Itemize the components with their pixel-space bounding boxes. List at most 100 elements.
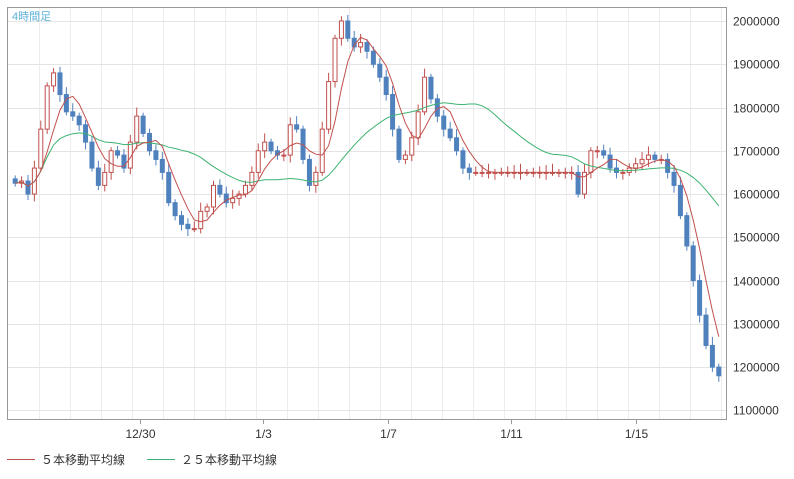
legend-item-ma5: ５本移動平均線 — [7, 451, 125, 468]
y-tick-label: 2000000 — [733, 15, 780, 29]
timeframe-label: 4時間足 — [12, 10, 51, 23]
candle-body — [217, 184, 223, 195]
ma25-line — [15, 102, 720, 207]
horizontal-grid — [8, 21, 726, 411]
x-tick-label: 1/15 — [625, 427, 649, 441]
candle-body — [287, 124, 293, 156]
candle-body — [57, 72, 63, 96]
ma5-swatch — [7, 458, 35, 460]
candle-body — [76, 115, 82, 126]
candle-body — [230, 197, 236, 204]
y-tick-label: 1300000 — [733, 318, 780, 332]
candle-body — [25, 180, 31, 195]
x-axis-ticks: 12/30 1/3 1/7 1/11 1/15 — [125, 419, 649, 441]
candle-body — [63, 94, 69, 113]
x-tick-label: 1/7 — [380, 427, 397, 441]
candle-body — [38, 128, 44, 169]
candle-body — [204, 206, 210, 212]
candle-body — [364, 42, 370, 52]
candle-body — [709, 344, 715, 368]
candle-body — [44, 85, 50, 130]
candle-body — [671, 171, 677, 186]
candle-body — [652, 154, 658, 160]
candle-body — [89, 141, 95, 169]
legend-label-ma25: ２５本移動平均線 — [181, 452, 278, 467]
candle-body — [588, 150, 594, 173]
candle-body — [677, 184, 683, 217]
candle-body — [210, 184, 216, 208]
candle-body — [51, 72, 57, 87]
candle-body — [191, 228, 197, 231]
candle-body — [466, 167, 472, 173]
candle-body — [223, 193, 229, 204]
candle-body — [422, 76, 428, 113]
candle-body — [268, 141, 274, 152]
candle-body — [402, 154, 408, 160]
candle-body — [153, 150, 159, 160]
candle-body — [620, 171, 626, 174]
candle-body — [255, 150, 261, 173]
candle-body — [198, 210, 204, 230]
candle-body — [716, 366, 722, 377]
candle-body — [703, 314, 709, 346]
candle-body — [185, 223, 191, 230]
candle-body — [486, 171, 492, 174]
candle-body — [639, 158, 645, 165]
legend-item-ma25: ２５本移動平均線 — [147, 451, 277, 468]
candle-body — [306, 158, 312, 186]
candle-body — [121, 154, 127, 169]
candle-body — [262, 141, 268, 152]
candle-body — [166, 171, 172, 204]
candle-body — [479, 171, 485, 174]
candle-body — [134, 115, 140, 143]
candle-body — [12, 178, 18, 184]
ma25-swatch — [147, 458, 176, 460]
candle-body — [383, 76, 389, 96]
candle-body — [319, 128, 325, 173]
candle-body — [409, 137, 415, 156]
y-tick-label: 1200000 — [733, 361, 780, 375]
candle-body — [575, 171, 581, 195]
candle-body — [370, 50, 376, 65]
candle-body — [115, 150, 121, 156]
y-tick-label: 1400000 — [733, 275, 780, 289]
candle-body — [697, 280, 703, 316]
candle-body — [249, 171, 255, 186]
candlestick-chart: 1100000 1200000 1300000 1400000 1500000 16000… — [7, 7, 780, 441]
candle-body — [358, 42, 364, 48]
y-tick-label: 1900000 — [733, 58, 780, 72]
candle-body — [159, 158, 165, 173]
candle-body — [70, 111, 76, 117]
candle-body — [594, 150, 600, 153]
candle-body — [581, 171, 587, 195]
candle-body — [281, 154, 287, 157]
y-tick-label: 1800000 — [733, 102, 780, 116]
candle-body — [460, 150, 466, 169]
candle-body — [473, 171, 479, 174]
x-tick-label: 12/30 — [125, 427, 155, 441]
y-tick-label: 1100000 — [733, 404, 779, 418]
x-tick-label: 1/11 — [500, 427, 523, 441]
candle-body — [447, 128, 453, 139]
candle-body — [313, 171, 319, 186]
candle-body — [415, 111, 421, 139]
candle-body — [345, 20, 351, 39]
x-tick-label: 1/3 — [255, 427, 272, 441]
legend-label-ma5: ５本移動平均線 — [41, 452, 126, 467]
candle-body — [390, 94, 396, 130]
y-tick-label: 1500000 — [733, 231, 780, 245]
candle-body — [140, 115, 146, 134]
candle-body — [665, 158, 671, 173]
y-axis-ticks: 1100000 1200000 1300000 1400000 1500000 16000… — [733, 15, 780, 418]
candle-body — [294, 124, 300, 130]
candle-body — [428, 76, 434, 100]
candle-body — [454, 137, 460, 152]
candle-body — [377, 63, 383, 78]
candle-body — [95, 167, 101, 186]
candle-body — [338, 20, 344, 39]
candle-body — [326, 81, 332, 130]
candle-body — [607, 154, 613, 169]
candle-body — [179, 215, 185, 225]
candle-body — [441, 115, 447, 130]
